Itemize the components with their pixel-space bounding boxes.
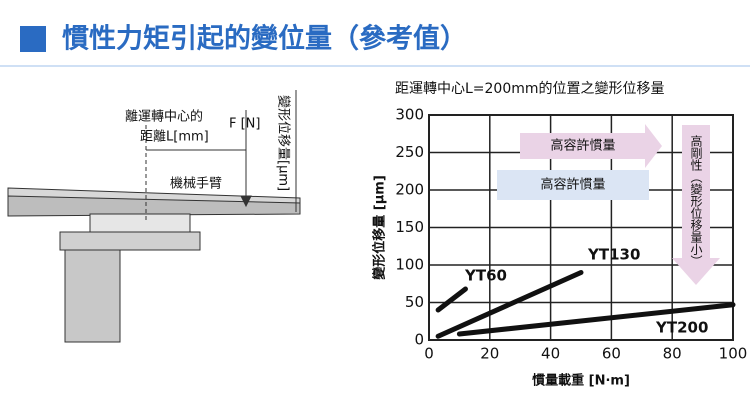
force-arrow <box>240 195 252 208</box>
header-title: 慣性力矩引起的變位量（參考值） <box>62 23 467 55</box>
x-tick-label: 100 <box>719 345 748 363</box>
base-top <box>89 213 191 235</box>
y-tick-label: 50 <box>405 293 424 311</box>
x-tick-label: 80 <box>663 345 682 363</box>
annotation: 高剛性（變形位移量小） <box>689 134 703 267</box>
plot-frame <box>428 114 734 341</box>
arm-deflected <box>7 195 301 217</box>
series-label: YT200 <box>655 319 708 337</box>
y-tick-label: 100 <box>395 256 424 274</box>
motor <box>64 249 121 343</box>
diagram-label: F [N] <box>229 117 260 132</box>
y-axis-label: 變形位移量 [μm] <box>372 175 388 280</box>
y-tick-label: 300 <box>395 106 424 124</box>
x-tick-label: 20 <box>480 345 499 363</box>
diagram-label: 距離L[mm] <box>140 130 209 145</box>
series-line <box>456 302 736 337</box>
annotation: 高容許慣量 <box>540 177 605 193</box>
x-tick-label: 60 <box>602 345 621 363</box>
x-axis-label: 慣量載重 [N·m] <box>532 373 630 389</box>
base <box>59 231 201 251</box>
x-tick-label: 40 <box>541 345 560 363</box>
series-line <box>435 270 584 339</box>
series-label: YT60 <box>464 267 507 285</box>
header-icon <box>20 26 46 52</box>
diagram-label: 變形位移量[μm] <box>276 95 292 191</box>
annotation-arrow <box>520 124 662 168</box>
annotation: 高容許慣量 <box>550 138 615 154</box>
diagram-label: 機械手臂 <box>170 177 222 192</box>
chart-title: 距運轉中心L=200mm的位置之變形位移量 <box>395 81 665 97</box>
annotation-arrow <box>672 125 720 285</box>
y-tick-label: 250 <box>395 143 424 161</box>
y-tick-label: 150 <box>395 218 424 236</box>
series-label: YT130 <box>587 246 640 264</box>
series-line <box>435 286 468 313</box>
annotation-box <box>497 170 649 200</box>
diagram <box>7 90 301 343</box>
y-tick-label: 200 <box>395 181 424 199</box>
x-tick-label: 0 <box>424 345 434 363</box>
diagram-label: 離運轉中心的 <box>125 109 203 125</box>
y-tick-label: 0 <box>414 331 424 349</box>
